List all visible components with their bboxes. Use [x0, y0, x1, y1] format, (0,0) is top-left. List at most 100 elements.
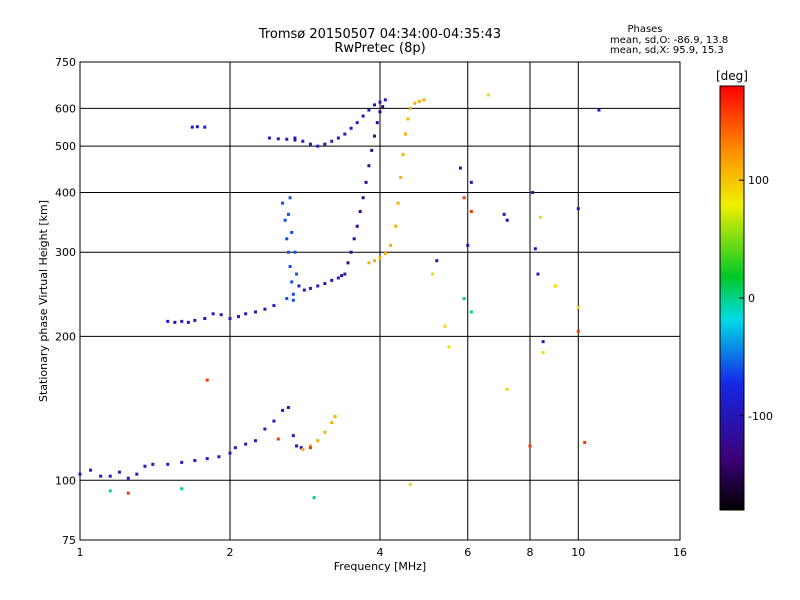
data-point: [211, 312, 215, 316]
data-point: [166, 319, 170, 323]
data-point: [290, 280, 294, 284]
data-point: [151, 462, 155, 466]
data-point: [466, 243, 470, 247]
data-point: [417, 100, 421, 104]
data-point: [469, 310, 473, 314]
x-tick-label: 1: [77, 546, 84, 559]
data-point: [469, 180, 473, 184]
colorbar-label: [deg]: [716, 69, 748, 83]
data-point: [205, 457, 209, 461]
data-point: [576, 305, 580, 309]
data-point: [173, 320, 177, 324]
data-point: [276, 137, 280, 141]
data-point: [285, 137, 289, 141]
data-point: [263, 427, 267, 431]
data-point: [281, 408, 285, 412]
y-tick-label: 600: [55, 102, 76, 115]
data-point: [583, 440, 587, 444]
data-point: [533, 247, 537, 251]
stats-o-mode: mean, sd,O: -86.9, 13.8: [610, 35, 729, 46]
data-point: [336, 136, 340, 140]
data-point: [383, 252, 387, 256]
data-point: [286, 212, 290, 216]
data-point: [217, 455, 221, 459]
data-point: [297, 284, 301, 288]
x-tick-label: 8: [527, 546, 534, 559]
data-point: [422, 98, 426, 102]
data-point: [576, 329, 580, 333]
data-point: [233, 446, 237, 450]
data-point: [597, 108, 601, 112]
data-point: [166, 462, 170, 466]
data-point: [190, 125, 194, 129]
data-point: [406, 117, 410, 121]
colorbar-tick-label: -100: [748, 410, 773, 423]
data-point: [253, 439, 257, 443]
data-point: [272, 304, 276, 308]
data-point: [286, 405, 290, 409]
data-point: [343, 132, 347, 136]
data-point: [435, 259, 439, 263]
data-point: [553, 284, 557, 288]
data-point: [293, 136, 297, 140]
data-point: [193, 458, 197, 462]
data-point: [364, 180, 368, 184]
data-point: [203, 125, 207, 129]
data-point: [288, 265, 292, 269]
data-point: [358, 210, 362, 214]
data-point: [541, 340, 545, 344]
data-point: [108, 474, 112, 478]
data-point: [108, 489, 112, 493]
data-point: [291, 298, 295, 302]
data-point: [355, 121, 359, 125]
data-point: [99, 474, 103, 478]
data-point: [486, 93, 490, 97]
data-point: [539, 215, 543, 219]
x-tick-label: 4: [377, 546, 384, 559]
data-point: [378, 110, 382, 114]
data-point: [378, 256, 382, 260]
data-point: [126, 476, 130, 480]
data-point: [447, 345, 451, 349]
data-point: [180, 319, 184, 323]
data-point: [346, 261, 350, 265]
data-point: [195, 125, 199, 129]
data-point: [367, 164, 371, 168]
data-point: [401, 153, 405, 157]
y-tick-label: 100: [55, 474, 76, 487]
x-tick-label: 2: [227, 546, 234, 559]
data-point: [323, 430, 327, 434]
data-point: [293, 138, 297, 142]
data-point: [333, 414, 337, 418]
data-point: [340, 274, 344, 278]
data-point: [355, 224, 359, 228]
data-point: [462, 297, 466, 301]
data-point: [541, 351, 545, 355]
data-point: [361, 114, 365, 118]
data-point: [286, 250, 290, 254]
data-point: [399, 175, 403, 179]
data-point: [281, 201, 285, 205]
data-point: [308, 142, 312, 146]
data-point: [316, 439, 320, 443]
y-tick-label: 200: [55, 330, 76, 343]
y-tick-label: 400: [55, 186, 76, 199]
data-point: [263, 307, 267, 311]
chart-subtitle: RwPretec (8p): [334, 41, 426, 56]
data-point: [272, 419, 276, 423]
data-point: [267, 136, 271, 140]
data-point: [135, 472, 139, 476]
data-point: [219, 313, 223, 317]
data-point: [291, 434, 295, 438]
data-point: [367, 108, 371, 112]
data-point: [236, 315, 240, 319]
data-point: [389, 243, 393, 247]
colorbar-tick-label: 0: [748, 292, 755, 305]
data-point: [285, 237, 289, 241]
data-point: [285, 297, 289, 301]
data-point: [443, 324, 447, 328]
data-point: [308, 444, 312, 448]
data-point: [528, 444, 532, 448]
data-point: [302, 288, 306, 292]
data-point: [308, 446, 312, 450]
